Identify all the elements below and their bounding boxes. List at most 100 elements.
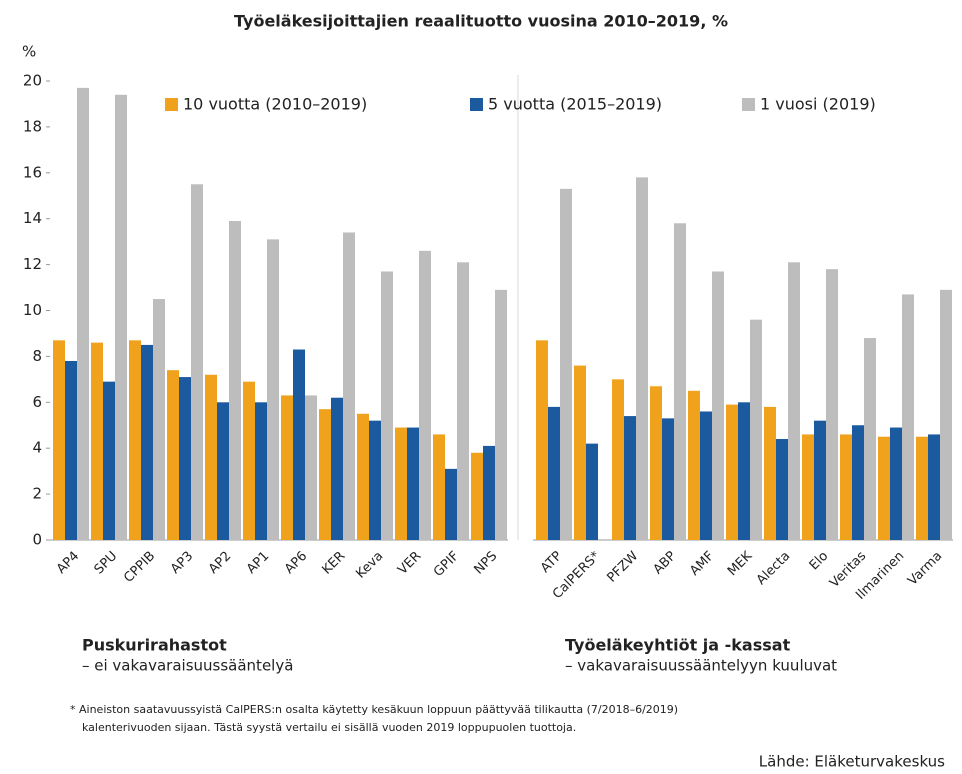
- x-tick-label: CPPIB: [121, 549, 158, 586]
- bar: [267, 239, 279, 541]
- bar: [662, 418, 674, 540]
- bar: [293, 349, 305, 540]
- y-tick-label: 4: [32, 439, 42, 457]
- bar: [319, 409, 331, 540]
- bar: [495, 289, 507, 540]
- bar: [167, 370, 179, 540]
- bar: [153, 299, 165, 540]
- x-tick-label: MEK: [725, 548, 756, 579]
- chart-title: Työeläkesijoittajien reaalituotto vuosin…: [234, 12, 728, 31]
- bar: [103, 381, 115, 540]
- bar: [536, 340, 548, 540]
- x-tick-label: NPS: [471, 549, 500, 578]
- bar: [928, 434, 940, 540]
- x-tick-label: ATP: [538, 549, 565, 576]
- bar: [560, 188, 572, 541]
- x-tick-label: Varma: [905, 549, 945, 589]
- bar: [802, 434, 814, 540]
- bar: [243, 381, 255, 540]
- y-tick-label: 12: [23, 255, 42, 273]
- bar: [343, 232, 355, 540]
- bar: [612, 379, 624, 540]
- x-tick-label: Keva: [353, 549, 386, 582]
- bar: [738, 402, 750, 540]
- bar: [445, 468, 457, 540]
- x-tick-label: ABP: [651, 549, 680, 578]
- bar: [357, 413, 369, 540]
- x-tick-label: SPU: [92, 549, 121, 578]
- bar: [141, 344, 153, 540]
- x-tick-label: KER: [319, 549, 348, 578]
- bar: [814, 420, 826, 540]
- bar: [229, 220, 241, 540]
- y-tick-label: 6: [32, 393, 42, 411]
- y-axis-label: %: [22, 43, 36, 61]
- footnote: kalenterivuoden sijaan. Tästä syystä ver…: [82, 721, 576, 734]
- x-tick-label: Elo: [807, 549, 832, 574]
- x-tick-label: AP2: [206, 549, 234, 577]
- y-tick-label: 8: [32, 347, 42, 365]
- bar: [878, 436, 890, 540]
- legend-label: 10 vuotta (2010–2019): [183, 95, 367, 114]
- y-tick-label: 18: [23, 117, 42, 135]
- bar: [764, 406, 776, 540]
- x-tick-label: AP1: [244, 549, 272, 577]
- bar: [65, 360, 77, 540]
- bar: [179, 377, 191, 540]
- bar: [586, 443, 598, 540]
- bar: [574, 365, 586, 540]
- legend-label: 1 vuosi (2019): [760, 95, 876, 114]
- x-tick-label: AP6: [282, 549, 310, 577]
- bar: [712, 271, 724, 540]
- bar: [688, 390, 700, 540]
- group-sublabel: – ei vakavaraisuussääntelyä: [82, 657, 293, 675]
- bar: [191, 184, 203, 540]
- bar: [840, 434, 852, 540]
- x-tick-label: AMF: [687, 549, 717, 579]
- footnote: * Aineiston saatavuussyistä CalPERS:n os…: [70, 703, 678, 716]
- bar: [726, 404, 738, 540]
- legend-label: 5 vuotta (2015–2019): [488, 95, 662, 114]
- group-label: Työeläkeyhtiöt ja -kassat: [565, 636, 791, 655]
- bar: [419, 250, 431, 540]
- bar: [674, 223, 686, 541]
- bar: [77, 87, 89, 540]
- bar: [381, 271, 393, 540]
- x-tick-label: Alecta: [754, 549, 793, 588]
- bar: [395, 427, 407, 540]
- source: Lähde: Eläketurvakeskus: [759, 753, 945, 771]
- x-tick-label: AP3: [168, 549, 196, 577]
- bar: [750, 319, 762, 540]
- bar: [331, 397, 343, 540]
- bar: [369, 420, 381, 540]
- bar: [281, 395, 293, 540]
- legend-swatch: [742, 98, 755, 111]
- bar: [91, 342, 103, 540]
- bar: [217, 402, 229, 540]
- bar: [548, 406, 560, 540]
- bar: [940, 289, 952, 540]
- bar: [255, 402, 267, 540]
- y-tick-label: 16: [23, 163, 42, 181]
- y-tick-label: 20: [23, 72, 42, 90]
- x-tick-label: GPIF: [431, 549, 462, 580]
- bar: [636, 177, 648, 540]
- y-tick-label: 2: [32, 485, 42, 503]
- y-tick-label: 14: [23, 209, 42, 227]
- x-tick-label: PFZW: [604, 549, 641, 586]
- bar: [53, 340, 65, 540]
- group-label: Puskurirahastot: [82, 636, 227, 655]
- bar: [902, 294, 914, 540]
- bar: [305, 395, 317, 540]
- bar: [433, 434, 445, 540]
- legend-swatch: [470, 98, 483, 111]
- bar: [776, 439, 788, 540]
- bar: [205, 374, 217, 540]
- bar: [624, 416, 636, 540]
- legend-swatch: [165, 98, 178, 111]
- bar: [788, 262, 800, 540]
- bar: [129, 340, 141, 540]
- bar: [407, 427, 419, 540]
- bar: [483, 445, 495, 540]
